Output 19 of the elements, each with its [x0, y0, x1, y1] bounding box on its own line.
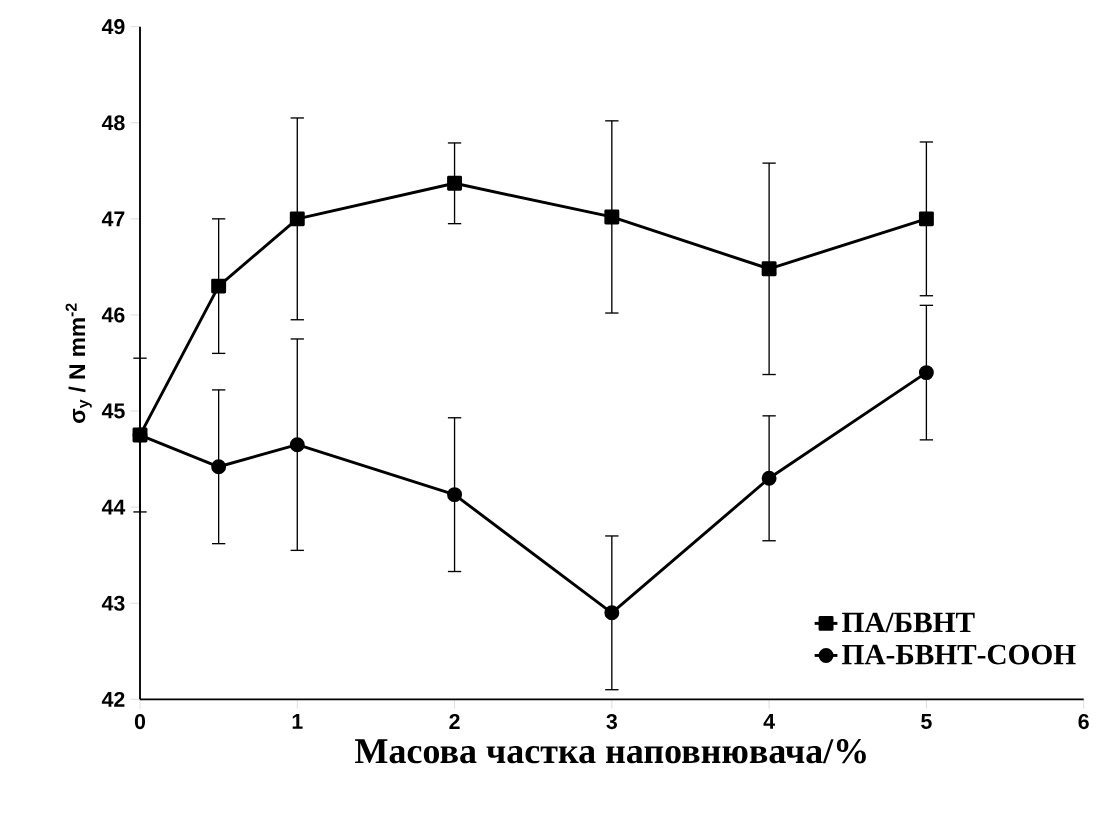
- y-axis-title: σ$_{y}$ / N mm$^{-2}$: [65, 303, 92, 423]
- x-tick-label: 0: [134, 714, 146, 730]
- y-tick-label: 42: [101, 691, 125, 707]
- x-tick-label: 3: [606, 714, 617, 730]
- y-tick-label: 47: [101, 211, 125, 227]
- y-tick-label: 49: [101, 19, 125, 35]
- x-tick-label: 2: [449, 714, 460, 729]
- y-tick-label: 45: [101, 403, 125, 419]
- y-tick-label: 46: [101, 307, 125, 323]
- x-tick-label: 6: [1078, 714, 1089, 730]
- y-tick-label: 44: [101, 499, 126, 515]
- x-tick-label: 5: [921, 714, 932, 729]
- legend-label: ПА/БВНТ: [842, 612, 975, 633]
- y-tick-label: 48: [101, 115, 125, 131]
- x-tick-label: 4: [763, 714, 775, 729]
- x-tick-label: 1: [292, 714, 303, 729]
- legend-label: ПА-БВНТ-COOH: [842, 644, 1076, 665]
- x-axis-title: Масова частка наповнювача/%: [355, 738, 866, 764]
- y-tick-label: 43: [101, 595, 125, 611]
